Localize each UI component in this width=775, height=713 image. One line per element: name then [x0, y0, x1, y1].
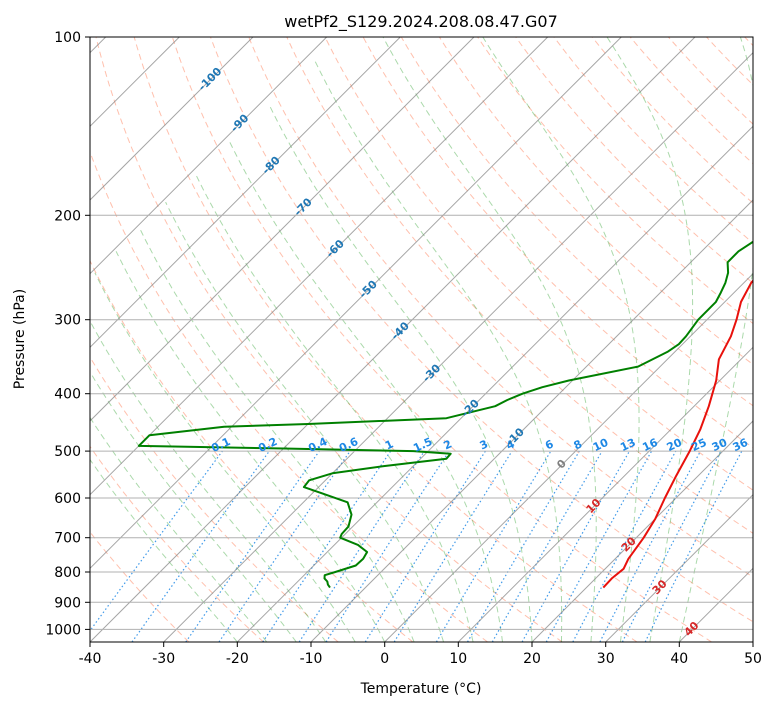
y-tick-label: 300 — [54, 313, 81, 329]
x-axis-label: Temperature (°C) — [360, 681, 482, 697]
y-tick-label: 800 — [54, 565, 81, 581]
y-axis-ticks: 100 200 300 400 500 600 700 800 900 1000 — [45, 30, 90, 638]
isotherm-line — [753, 37, 775, 642]
y-tick-label: 100 — [54, 30, 81, 46]
y-tick-label: 400 — [54, 387, 81, 403]
x-tick-label: 0 — [380, 651, 389, 667]
y-tick-label: 500 — [54, 444, 81, 460]
x-tick-label: -10 — [300, 651, 323, 667]
x-tick-label: 30 — [597, 651, 615, 667]
plot-background — [90, 37, 753, 642]
chart-title: wetPf2_S129.2024.208.08.47.G07 — [284, 12, 558, 32]
x-tick-label: -20 — [226, 651, 249, 667]
y-tick-label: 700 — [54, 531, 81, 547]
y-tick-label: 900 — [54, 595, 81, 611]
y-tick-label: 1000 — [45, 622, 81, 638]
x-tick-label: 10 — [449, 651, 467, 667]
x-tick-label: 40 — [670, 651, 688, 667]
x-tick-label: -40 — [79, 651, 102, 667]
x-tick-label: -30 — [152, 651, 175, 667]
x-axis-ticks: -40 -30 -20 -10 0 10 20 30 40 50 — [79, 642, 762, 667]
y-tick-label: 200 — [54, 208, 81, 224]
x-tick-label: 50 — [744, 651, 762, 667]
y-axis-label: Pressure (hPa) — [12, 289, 28, 389]
x-tick-label: 20 — [523, 651, 541, 667]
y-tick-label: 600 — [54, 491, 81, 507]
